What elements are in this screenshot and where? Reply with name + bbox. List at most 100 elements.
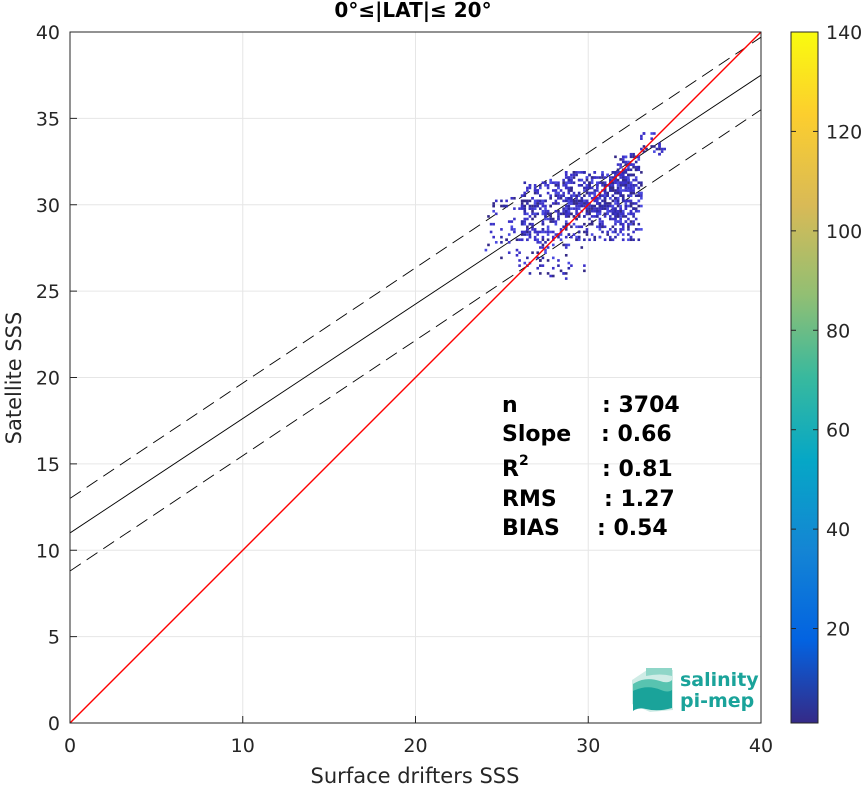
- data-point: [601, 171, 604, 174]
- data-point: [627, 181, 630, 185]
- y-tick-label: 15: [36, 454, 60, 476]
- data-point: [624, 204, 628, 208]
- data-point: [619, 230, 622, 234]
- data-point: [531, 212, 534, 216]
- y-tick-label: 40: [36, 22, 60, 44]
- data-point: [634, 165, 638, 169]
- data-point: [507, 251, 511, 254]
- data-point: [533, 186, 537, 190]
- data-point: [513, 207, 516, 210]
- data-point: [557, 209, 560, 213]
- x-tick-label: 40: [749, 735, 773, 757]
- data-point: [608, 215, 612, 218]
- x-tick-label: 10: [231, 735, 255, 757]
- data-point: [637, 191, 641, 195]
- data-point: [629, 168, 633, 172]
- data-point: [536, 238, 540, 242]
- data-point: [577, 207, 581, 210]
- data-point: [619, 212, 622, 216]
- data-point: [655, 147, 659, 151]
- data-point: [585, 202, 589, 205]
- data-point: [632, 186, 635, 190]
- data-point: [590, 233, 594, 236]
- data-point: [596, 184, 599, 187]
- data-point: [564, 222, 568, 226]
- data-point: [627, 228, 630, 231]
- colorbar-tick-label: 100: [826, 221, 862, 243]
- data-point: [544, 209, 547, 213]
- data-point: [603, 207, 607, 210]
- data-point: [585, 176, 589, 179]
- data-point: [551, 266, 555, 270]
- data-point: [541, 238, 545, 242]
- data-point: [551, 189, 555, 192]
- data-point: [593, 238, 597, 242]
- data-point: [544, 241, 547, 244]
- data-point: [637, 222, 641, 226]
- data-point: [585, 233, 589, 236]
- data-point: [526, 225, 529, 229]
- data-point: [551, 220, 555, 223]
- data-point: [614, 171, 617, 174]
- data-point: [554, 189, 558, 192]
- data-point: [580, 204, 584, 208]
- data-point: [660, 150, 664, 153]
- data-point: [637, 194, 641, 197]
- stat-rms-value: : 1.27: [604, 487, 675, 512]
- data-point: [621, 233, 625, 236]
- data-point: [505, 238, 508, 242]
- data-point: [572, 202, 576, 205]
- data-point: [611, 230, 615, 234]
- data-point: [492, 202, 495, 205]
- data-point: [603, 194, 607, 197]
- data-point: [564, 235, 568, 239]
- data-point: [588, 238, 591, 242]
- data-point: [572, 191, 576, 195]
- data-point: [629, 181, 633, 185]
- data-point: [580, 199, 584, 203]
- data-point: [588, 212, 591, 216]
- data-point: [518, 238, 521, 242]
- data-point: [627, 160, 630, 164]
- data-point: [614, 207, 617, 210]
- data-point: [619, 176, 622, 179]
- data-point: [539, 194, 542, 197]
- data-point: [577, 178, 581, 182]
- data-point: [616, 191, 620, 195]
- data-point: [619, 189, 622, 192]
- data-point: [614, 228, 617, 231]
- data-point: [624, 171, 628, 174]
- y-tick-label: 20: [36, 368, 60, 390]
- data-point: [621, 228, 625, 231]
- data-point: [570, 178, 573, 182]
- data-point: [531, 196, 534, 200]
- data-point: [606, 230, 609, 234]
- data-point: [541, 246, 545, 249]
- colorbar-tick-label: 60: [826, 420, 850, 442]
- stat-slope-value: : 0.66: [601, 422, 672, 447]
- data-point: [559, 269, 563, 273]
- data-point: [526, 186, 529, 190]
- data-point: [557, 184, 560, 187]
- data-point: [520, 230, 524, 234]
- data-point: [614, 199, 617, 203]
- data-point: [577, 230, 581, 234]
- data-point: [528, 207, 532, 210]
- data-point: [637, 199, 641, 203]
- data-point: [603, 215, 607, 218]
- data-point: [621, 171, 625, 174]
- data-point: [590, 186, 594, 190]
- data-point: [601, 222, 604, 226]
- data-point: [624, 160, 628, 164]
- data-point: [570, 189, 573, 192]
- data-point: [608, 186, 612, 190]
- x-tick-label: 20: [403, 735, 427, 757]
- data-point: [598, 220, 602, 223]
- data-point: [606, 207, 609, 210]
- data-point: [577, 194, 581, 197]
- data-point: [533, 189, 537, 192]
- data-point: [629, 194, 633, 197]
- data-point: [619, 207, 622, 210]
- data-point: [559, 238, 563, 242]
- data-point: [596, 207, 599, 210]
